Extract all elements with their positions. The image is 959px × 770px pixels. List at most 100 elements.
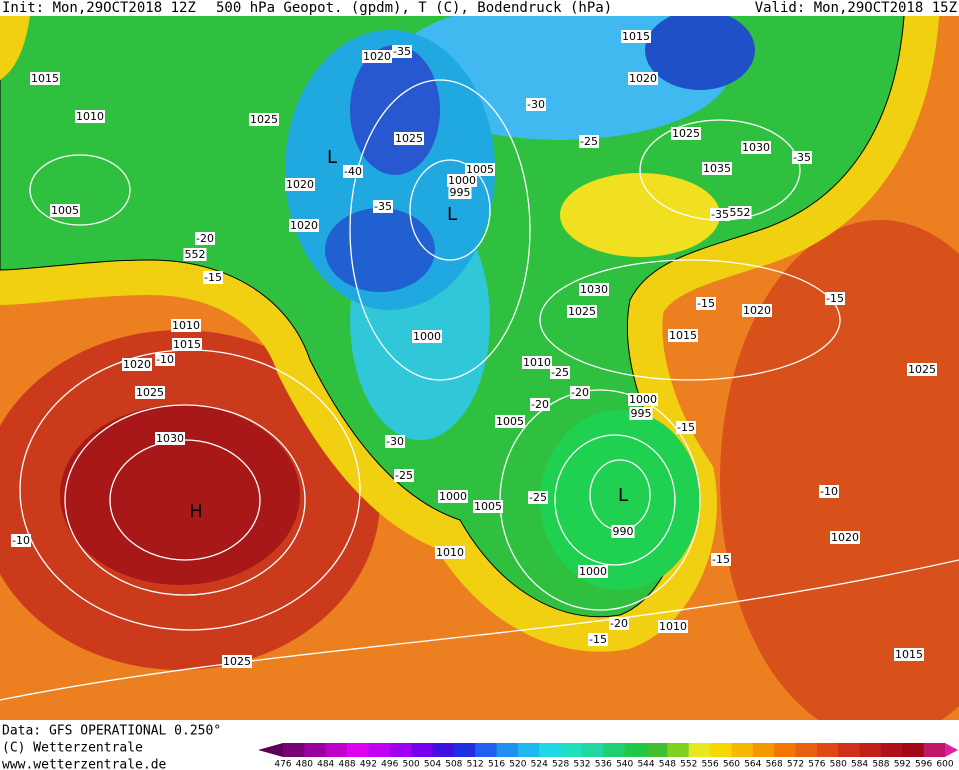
colorbar-segment bbox=[603, 743, 626, 757]
copyright: (C) Wetterzentrale bbox=[2, 741, 143, 756]
temperature-label: -30 bbox=[527, 98, 545, 111]
temperature-label: -30 bbox=[386, 435, 404, 448]
temperature-label-box bbox=[819, 485, 839, 498]
temperature-label: -10 bbox=[156, 353, 174, 366]
isobar-label-box bbox=[75, 110, 105, 123]
temperature-label-box bbox=[676, 421, 696, 434]
colorbar-segment bbox=[283, 743, 305, 757]
colorbar-segment bbox=[304, 743, 327, 757]
isobar-label-box bbox=[671, 127, 701, 140]
temperature-label-box bbox=[825, 292, 845, 305]
temperature-label: -20 bbox=[196, 232, 214, 245]
isobar-label-box bbox=[702, 162, 732, 175]
colorbar-label: 556 bbox=[702, 760, 719, 770]
isobar-label-box bbox=[658, 620, 688, 633]
isobar-label: 1020 bbox=[290, 219, 318, 232]
temperature-label-box bbox=[195, 232, 215, 245]
colorbar-label: 496 bbox=[381, 760, 398, 770]
isobar-label: 1030 bbox=[580, 283, 608, 296]
colorbar-label: 512 bbox=[467, 760, 484, 770]
isobar-label: 1010 bbox=[172, 319, 200, 332]
isobar-label-box bbox=[621, 30, 651, 43]
isobar-label-box bbox=[448, 186, 472, 199]
colorbar-label: 524 bbox=[531, 760, 548, 770]
temperature-label-box bbox=[343, 165, 363, 178]
temperature-label: -15 bbox=[697, 297, 715, 310]
temperature-label-box bbox=[373, 200, 393, 213]
colorbar-label: 548 bbox=[659, 760, 676, 770]
colorbar-label: 552 bbox=[680, 760, 697, 770]
colorbar-segment bbox=[624, 743, 647, 757]
colorbar-segment bbox=[688, 743, 711, 757]
isobar-label-box bbox=[741, 141, 771, 154]
colorbar-label: 504 bbox=[424, 760, 441, 770]
isobar-label-box bbox=[668, 329, 698, 342]
isobar-label-box bbox=[830, 531, 860, 544]
isobar-label-box bbox=[473, 500, 503, 513]
isobar-label: 1030 bbox=[156, 432, 184, 445]
colorbar-label: 568 bbox=[766, 760, 783, 770]
isobar-label-box bbox=[155, 432, 185, 445]
colorbar-segment bbox=[859, 743, 882, 757]
temperature-label-box bbox=[588, 633, 608, 646]
colorbar-label: 600 bbox=[936, 760, 953, 770]
temperature-label: -40 bbox=[344, 165, 362, 178]
colorbar-label: 508 bbox=[445, 760, 462, 770]
temperature-label-box bbox=[609, 617, 629, 630]
isobar-label-box bbox=[362, 50, 392, 63]
temperature-label: -25 bbox=[551, 366, 569, 379]
isobar-label: 1000 bbox=[448, 174, 476, 187]
temperature-label: -15 bbox=[589, 633, 607, 646]
colorbar-label: 484 bbox=[317, 760, 334, 770]
temperature-label: -35 bbox=[393, 45, 411, 58]
temperature-label: -15 bbox=[677, 421, 695, 434]
temperature-label: -20 bbox=[571, 386, 589, 399]
isobar-label-box bbox=[611, 525, 635, 538]
colorbar-segment bbox=[411, 743, 433, 757]
colorbar-segment bbox=[774, 743, 797, 757]
isobar-label: 1020 bbox=[123, 358, 151, 371]
isobar-label: 995 bbox=[450, 186, 471, 199]
colorbar-segment bbox=[795, 743, 818, 757]
isobar-label-box bbox=[522, 356, 552, 369]
temperature-label-box bbox=[570, 386, 590, 399]
temperature-label: -10 bbox=[820, 485, 838, 498]
colorbar-segment bbox=[838, 743, 861, 757]
temperature-label: 552 bbox=[730, 206, 751, 219]
isobar-label-box bbox=[628, 72, 658, 85]
temperature-label-box bbox=[385, 435, 405, 448]
colorbar-label: 516 bbox=[488, 760, 505, 770]
colorbar-label: 588 bbox=[872, 760, 889, 770]
isobar-label: 1005 bbox=[466, 163, 494, 176]
temperature-label: -20 bbox=[531, 398, 549, 411]
temperature-label-box bbox=[11, 534, 31, 547]
isobar-label: 1020 bbox=[629, 72, 657, 85]
temperature-label-box bbox=[711, 553, 731, 566]
colorbar-segment bbox=[389, 743, 412, 757]
isobar-label: 1035 bbox=[703, 162, 731, 175]
isobar-label: 1015 bbox=[669, 329, 697, 342]
isobar-label: 990 bbox=[613, 525, 634, 538]
field-blue bbox=[350, 45, 440, 175]
temperature-label: -20 bbox=[610, 617, 628, 630]
isobar-label: 1020 bbox=[286, 178, 314, 191]
valid-time: Valid: Mon,29OCT2018 15Z bbox=[755, 0, 957, 16]
colorbar-segment bbox=[432, 743, 455, 757]
colorbar-segment bbox=[368, 743, 391, 757]
isobar-label-box bbox=[50, 204, 80, 217]
temperature-label-box bbox=[155, 353, 175, 366]
colorbar-segment bbox=[923, 743, 946, 757]
temperature-label: -35 bbox=[793, 151, 811, 164]
isobar-label-box bbox=[579, 283, 609, 296]
isobar-label-box bbox=[394, 132, 424, 145]
isobar-label-box bbox=[412, 330, 442, 343]
init-time: Init: Mon,29OCT2018 12Z bbox=[2, 0, 196, 16]
pressure-center: L bbox=[618, 485, 628, 506]
colorbar-label: 584 bbox=[851, 760, 868, 770]
isobar-label: 1010 bbox=[436, 546, 464, 559]
colorbar-label: 500 bbox=[403, 760, 420, 770]
colorbar-label: 528 bbox=[552, 760, 569, 770]
temperature-label: -35 bbox=[711, 208, 729, 221]
isobar-label-box bbox=[285, 178, 315, 191]
isobar-label: 1025 bbox=[908, 363, 936, 376]
